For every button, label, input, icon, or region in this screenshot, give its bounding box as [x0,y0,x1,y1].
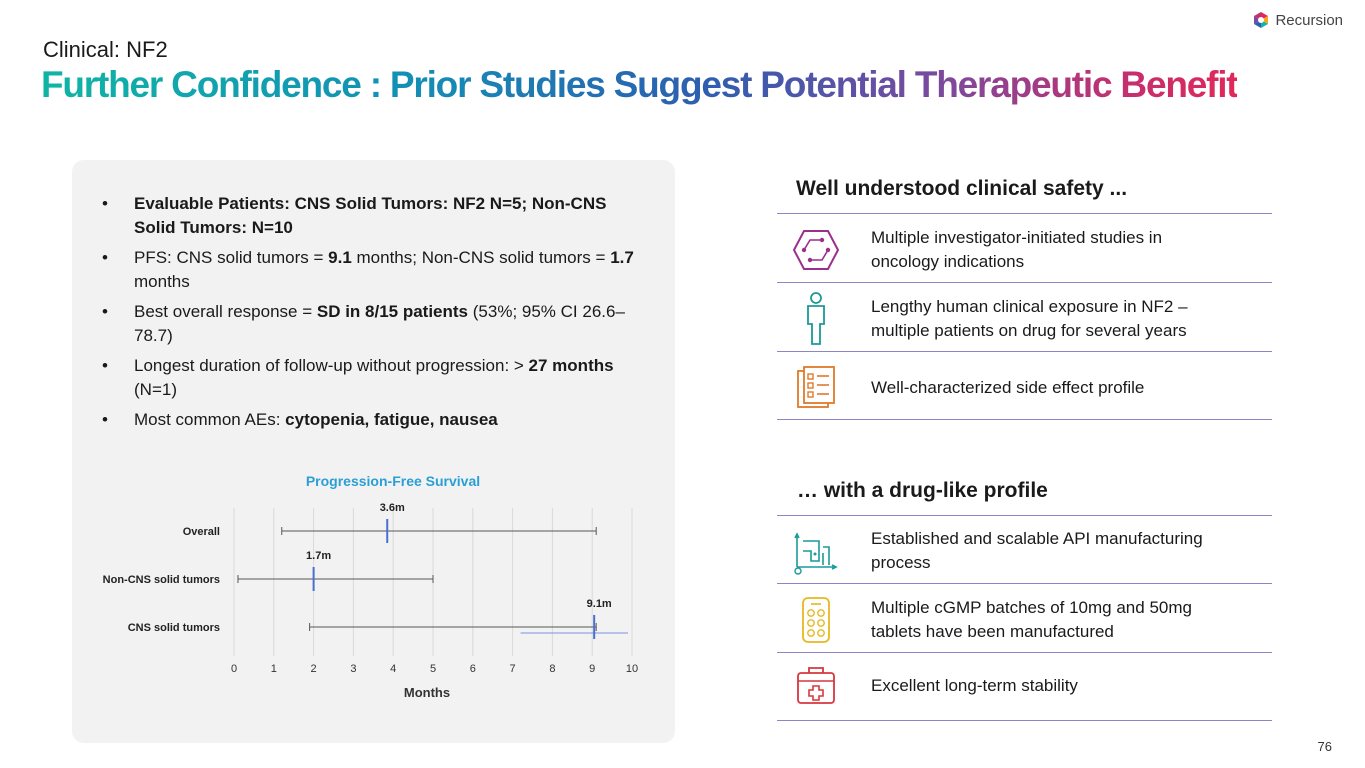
person-icon [786,292,846,345]
pill-pack-icon [786,595,846,645]
bullet-text: (N=1) [134,380,177,399]
safety-item-exposure: Lengthy human clinical exposure in NF2 –… [786,289,1241,349]
x-tick-label: 1 [271,663,277,675]
checklist-icon [786,363,846,413]
safety-item-studies: Multiple investigator-initiated studies … [786,220,1231,280]
bullet-text: Best overall response = [134,302,317,321]
x-tick-label: 4 [390,663,396,675]
medkit-icon [786,661,846,711]
row-label: Overall [183,526,220,538]
study-bullet: Evaluable Patients: CNS Solid Tumors: NF… [102,192,642,240]
divider [777,583,1272,584]
page-subtitle: Clinical: NF2 [43,37,168,62]
drug-item-batches: Multiple cGMP batches of 10mg and 50mg t… [786,589,1236,651]
recursion-logo-icon [1254,12,1269,28]
x-tick-label: 9 [589,663,595,675]
bullet-text: (53%; 95% CI 26.6–78.7) [134,302,625,345]
divider [777,419,1272,420]
divider [777,213,1272,214]
divider [777,282,1272,283]
x-axis-label: Months [404,685,450,700]
divider [777,351,1272,352]
x-tick-label: 10 [626,663,638,675]
drug-item-text: Established and scalable API manufacturi… [871,529,1203,572]
circuit-icon [786,225,846,275]
bullet-text: 1.7 [610,248,634,267]
median-label: 9.1m [587,598,612,610]
logo: Recursion [1252,11,1343,29]
x-tick-label: 2 [311,663,317,675]
x-tick-label: 7 [510,663,516,675]
logo-text: Recursion [1275,11,1343,29]
drug-item-manufacturing: Established and scalable API manufacturi… [786,520,1236,582]
row-label: CNS solid tumors [128,622,220,634]
drug-profile-heading: … with a drug-like profile [797,479,1048,502]
pfs-chart: Progression-Free Survival 0 1 2 3 4 5 6 7 8 9 10 Mon… [103,473,638,700]
bullet-text: cytopenia, fatigue, nausea [285,410,498,429]
safety-item-profile: Well-characterized side effect profile [786,358,1231,418]
study-bullet: Best overall response = SD in 8/15 patie… [102,300,642,348]
page-title: Further Confidence : Prior Studies Sugge… [41,64,1239,105]
bullet-text: Evaluable Patients: CNS Solid Tumors: NF… [134,194,607,237]
x-tick-label: 6 [470,663,476,675]
safety-item-text: Multiple investigator-initiated studies … [871,228,1163,271]
x-tick-label: 5 [430,663,436,675]
bullet-text: months; Non-CNS solid tumors = [351,248,611,267]
manufacturing-icon [786,526,846,576]
bullet-text: Longest duration of follow-up without pr… [134,356,529,375]
median-label: 1.7m [306,550,331,562]
median-label: 3.6m [380,502,405,514]
safety-heading: Well understood clinical safety ... [796,177,1128,200]
safety-item-text: Well-characterized side effect profile [871,378,1145,397]
drug-item-stability: Excellent long-term stability [786,659,1236,713]
safety-item-text: Lengthy human clinical exposure in NF2 –… [871,297,1188,340]
bullet-text: months [134,272,190,291]
study-bullet: Most common AEs: cytopenia, fatigue, nau… [102,408,642,432]
bullet-text: 27 months [528,356,614,375]
x-tick-label: 3 [350,663,356,675]
divider [777,652,1272,653]
divider [777,720,1272,721]
study-bullet: Longest duration of follow-up without pr… [102,354,642,402]
study-bullet: PFS: CNS solid tumors = 9.1 months; Non-… [102,246,642,294]
bullet-text: 9.1 [328,248,352,267]
divider [777,515,1272,516]
study-bullet-list: Evaluable Patients: CNS Solid Tumors: NF… [102,192,642,438]
x-tick-label: 0 [231,663,237,675]
bullet-text: SD in 8/15 patients [316,302,469,321]
x-tick-label: 8 [549,663,555,675]
drug-item-text: Multiple cGMP batches of 10mg and 50mg t… [871,598,1192,641]
chart-title: Progression-Free Survival [306,473,480,489]
bullet-text: PFS: CNS solid tumors = [134,248,329,267]
page-number: 76 [1317,739,1332,754]
bullet-text: Most common AEs: [134,410,286,429]
drug-item-text: Excellent long-term stability [871,676,1078,695]
row-label: Non-CNS solid tumors [103,574,220,586]
